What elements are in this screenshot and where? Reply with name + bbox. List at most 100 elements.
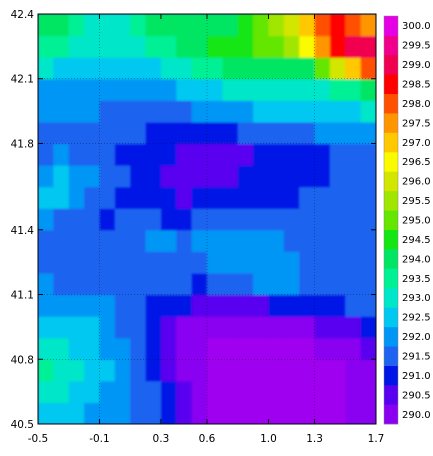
colorbar-swatch — [384, 307, 398, 328]
heatmap-cell — [268, 380, 285, 404]
heatmap-cell — [176, 143, 193, 166]
heatmap-cell — [314, 294, 331, 317]
heatmap-cell — [283, 121, 300, 145]
heatmap-cell — [314, 380, 331, 404]
heatmap-cell — [207, 57, 223, 80]
heatmap-cell — [345, 380, 362, 404]
heatmap-cell — [283, 100, 300, 123]
colorbar-label: 296.5 — [402, 157, 431, 168]
heatmap-cell — [283, 294, 300, 317]
heatmap-cell — [222, 14, 239, 37]
heatmap-cell — [345, 359, 362, 382]
heatmap-cell — [268, 57, 285, 80]
heatmap-cell — [160, 294, 177, 317]
heatmap-cell — [191, 35, 208, 58]
colorbar-swatch — [384, 365, 398, 386]
heatmap-cell — [84, 359, 101, 382]
colorbar-label: 290.0 — [402, 410, 431, 421]
heatmap-cell — [99, 380, 116, 404]
colorbar-swatch — [384, 93, 398, 114]
heatmap-cell — [268, 143, 285, 166]
heatmap-cell — [114, 229, 131, 252]
heatmap-cell — [99, 35, 116, 58]
heatmap-cell — [145, 337, 162, 360]
colorbar-swatch — [384, 190, 398, 211]
heatmap-cell — [207, 294, 223, 317]
heatmap-cell — [237, 337, 254, 360]
heatmap-cell — [299, 272, 316, 296]
heatmap-cell — [314, 272, 331, 296]
heatmap-cell — [283, 402, 300, 424]
heatmap-cell — [160, 78, 177, 101]
heatmap-cell — [314, 165, 331, 188]
heatmap-cell — [145, 294, 162, 317]
heatmap-cell — [84, 208, 101, 231]
heatmap-cell — [68, 186, 85, 209]
heatmap-cell — [38, 100, 54, 123]
heatmap-cell — [207, 316, 223, 339]
heatmap-cell — [145, 35, 162, 58]
heatmap-cell — [253, 380, 270, 404]
heatmap-cell — [329, 165, 346, 188]
colorbar-swatch — [384, 404, 398, 425]
colorbar-swatch — [384, 54, 398, 75]
colorbar-swatch — [384, 210, 398, 231]
heatmap-cell — [68, 316, 85, 339]
heatmap-cell — [68, 35, 85, 58]
heatmap-cell — [253, 57, 270, 80]
colorbar-swatch — [384, 229, 398, 250]
heatmap-cell — [130, 57, 147, 80]
heatmap-cell — [237, 402, 254, 424]
heatmap-cell — [145, 272, 162, 296]
heatmap-cell — [160, 143, 177, 166]
heatmap-cell — [329, 100, 346, 123]
colorbar-swatch — [384, 326, 398, 347]
heatmap-cell — [99, 100, 116, 123]
y-tick-label: 41.4 — [11, 225, 35, 237]
heatmap-cell — [160, 35, 177, 58]
heatmap-cell — [53, 57, 70, 80]
heatmap-cell — [222, 359, 239, 382]
heatmap-cell — [314, 121, 331, 145]
heatmap-cell — [38, 316, 54, 339]
heatmap-cell — [222, 380, 239, 404]
heatmap-cell — [130, 251, 147, 274]
heatmap-cell — [253, 316, 270, 339]
heatmap-cell — [84, 402, 101, 424]
gridlines — [38, 14, 376, 424]
heatmap-cell — [360, 35, 376, 58]
heatmap-cell — [268, 316, 285, 339]
heatmap-cell — [268, 272, 285, 296]
heatmap-cell — [299, 143, 316, 166]
heatmap-cell — [283, 208, 300, 231]
heatmap-cell — [253, 294, 270, 317]
heatmap-cell — [237, 380, 254, 404]
heatmap-cell — [176, 251, 193, 274]
heatmap-cell — [145, 78, 162, 101]
heatmap-cell — [114, 294, 131, 317]
heatmap-cell — [237, 186, 254, 209]
heatmap-cell — [253, 14, 270, 37]
heatmap-cell — [360, 57, 376, 80]
heatmap-cell — [84, 121, 101, 145]
heatmap-cell — [268, 337, 285, 360]
heatmap-cell — [130, 380, 147, 404]
y-tick-label: 41.1 — [11, 290, 34, 302]
colorbar-swatch — [384, 113, 398, 133]
heatmap-cell — [145, 359, 162, 382]
heatmap-cell — [99, 337, 116, 360]
heatmap-cell — [314, 57, 331, 80]
colorbar-label: 293.0 — [402, 293, 431, 304]
heatmap-cell — [253, 229, 270, 252]
heatmap-cell — [38, 272, 54, 296]
heatmap-cell — [145, 380, 162, 404]
colorbar-label: 295.5 — [402, 196, 431, 207]
colorbar-swatch — [384, 268, 398, 289]
heatmap-cell — [68, 14, 85, 37]
x-tick-label: 0.6 — [199, 433, 216, 445]
heatmap-cell — [237, 165, 254, 188]
heatmap-cell — [160, 165, 177, 188]
heatmap-cell — [283, 272, 300, 296]
heatmap-cell — [130, 272, 147, 296]
heatmap-cell — [329, 272, 346, 296]
